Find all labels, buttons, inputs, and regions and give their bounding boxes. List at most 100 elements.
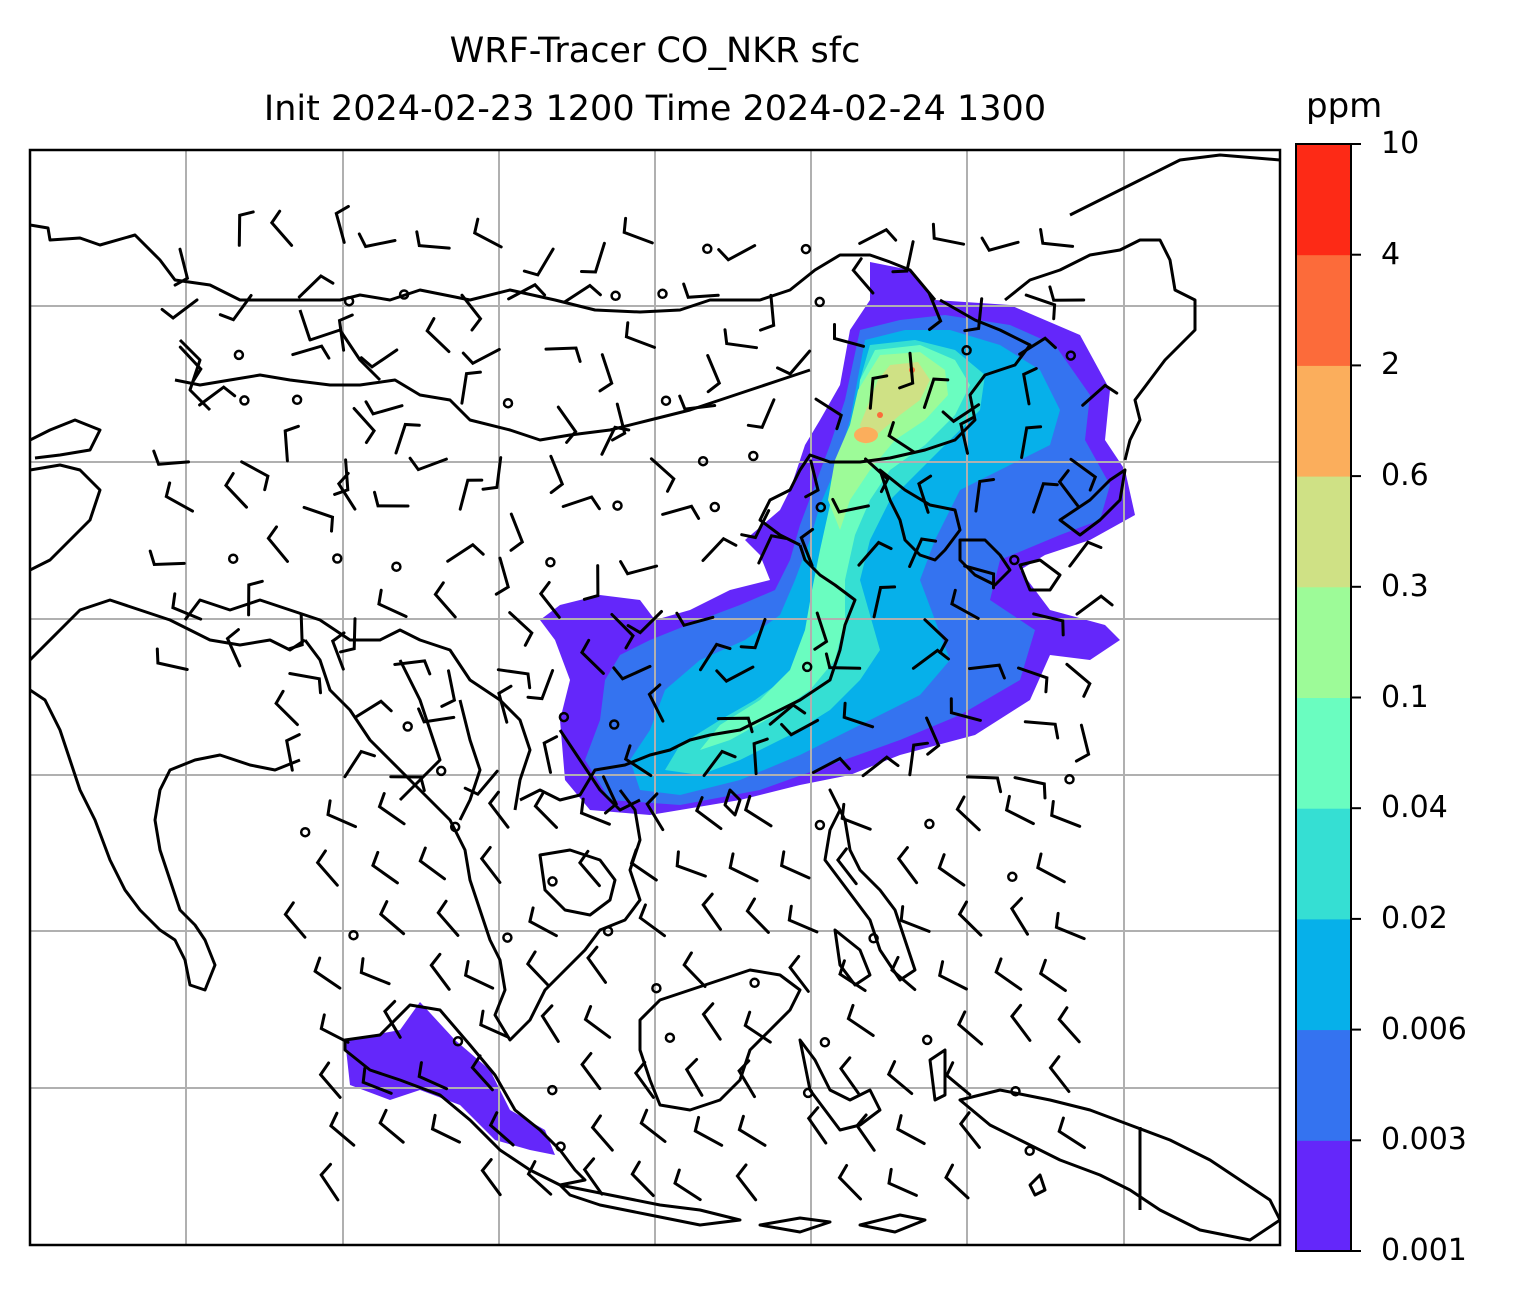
wind-barb: [357, 232, 397, 249]
wind-barb: [373, 490, 410, 508]
wind-barb: [647, 683, 665, 723]
wind-barb: [542, 735, 559, 774]
wind-barb: [509, 512, 525, 552]
wind-barb: [842, 701, 875, 729]
wind-barb: [418, 846, 446, 881]
wind-barb: [739, 617, 767, 650]
wind-barb: [549, 454, 565, 495]
wind-barb: [623, 744, 653, 777]
wind-barb: [645, 792, 665, 832]
wind-barb: [831, 497, 870, 514]
wind-barb: [716, 716, 754, 734]
calm-wind-circle: [547, 876, 558, 887]
colorbar-tick-label: 0.04: [1381, 790, 1448, 826]
wind-barb: [417, 1061, 449, 1091]
wind-barb: [378, 900, 406, 936]
wind-barb: [1048, 285, 1086, 302]
calm-wind-circle: [435, 765, 447, 777]
wind-barb: [857, 540, 893, 567]
wind-barb: [288, 672, 322, 695]
calm-wind-circle: [612, 500, 623, 511]
wind-barb: [582, 1157, 604, 1196]
wind-barb: [678, 394, 717, 411]
wind-barb: [339, 617, 357, 654]
calm-wind-circle: [1009, 554, 1020, 566]
wind-barb: [171, 592, 203, 621]
wind-barb: [224, 472, 248, 509]
wind-barb: [371, 850, 399, 885]
calm-wind-circle: [814, 819, 826, 831]
wind-barb: [779, 850, 811, 880]
wind-barb: [494, 556, 510, 596]
wind-barb: [425, 317, 451, 354]
wind-barb: [563, 283, 602, 304]
colorbar-band: [1296, 144, 1351, 256]
wind-barb: [487, 790, 510, 829]
wind-barb: [745, 897, 770, 934]
wind-barb: [319, 1162, 340, 1202]
wind-barb: [840, 802, 872, 831]
wind-barb: [354, 699, 393, 719]
wind-barb: [872, 585, 897, 619]
wind-barb: [887, 421, 916, 454]
wind-barb: [949, 697, 982, 722]
wind-barb: [804, 459, 820, 499]
calm-wind-circle: [802, 1087, 814, 1099]
wind-barb: [508, 611, 534, 647]
wind-barb: [352, 407, 376, 444]
wind-barb: [582, 564, 600, 601]
wind-barb: [337, 313, 354, 352]
calm-wind-circle: [921, 1034, 933, 1046]
wind-barb: [1050, 800, 1082, 828]
wind-barb: [925, 716, 941, 756]
wind-barb: [701, 892, 722, 931]
wind-barb: [1065, 662, 1092, 698]
wind-barb: [544, 346, 582, 363]
wind-barb: [776, 349, 812, 376]
wind-barb: [740, 509, 771, 540]
wind-barb: [675, 611, 715, 628]
wind-barb: [343, 749, 376, 779]
wind-barb: [598, 353, 614, 393]
colorbar-tick-label: 0.3: [1381, 568, 1429, 604]
wind-barb: [737, 1114, 767, 1147]
calm-wind-circle: [651, 982, 662, 994]
wind-barb: [788, 954, 810, 993]
wind-barb: [291, 344, 331, 360]
wind-barb: [887, 1167, 918, 1197]
wind-barb: [1057, 469, 1080, 508]
wind-barb: [528, 906, 558, 938]
colorbar-band: [1296, 254, 1351, 366]
wind-barb: [336, 471, 357, 511]
wind-barb: [1004, 794, 1035, 826]
map-title-line1: WRF-Tracer CO_NKR sfc: [449, 31, 861, 71]
wind-barb: [480, 1158, 502, 1197]
wind-barb: [728, 852, 759, 883]
wind-barb: [364, 400, 404, 416]
wind-barb: [622, 216, 654, 245]
wind-barb: [580, 241, 606, 274]
wind-barb: [638, 903, 666, 938]
calm-wind-circle: [697, 455, 709, 467]
wind-barb: [164, 481, 194, 513]
wind-barb: [682, 951, 707, 988]
wind-barb: [701, 1002, 722, 1041]
colorbar-tick-label: 10: [1381, 126, 1420, 161]
wind-barb: [526, 669, 555, 701]
wind-barb: [619, 560, 659, 576]
calm-wind-circle: [452, 1036, 464, 1047]
wind-barb: [436, 899, 460, 937]
colorbar-tick-label: 0.6: [1381, 458, 1429, 494]
wind-barb: [974, 478, 996, 513]
wind-barb: [417, 707, 456, 724]
wind-barb: [470, 1054, 494, 1092]
calm-wind-circle: [868, 933, 879, 944]
wind-barb: [463, 769, 499, 797]
calm-wind-circle: [660, 395, 672, 406]
wind-barb: [851, 257, 875, 295]
wind-barb: [675, 850, 707, 878]
wind-barb: [968, 663, 1006, 680]
wind-barb: [269, 209, 294, 247]
wind-barb: [440, 669, 457, 708]
wind-barb: [824, 652, 862, 670]
